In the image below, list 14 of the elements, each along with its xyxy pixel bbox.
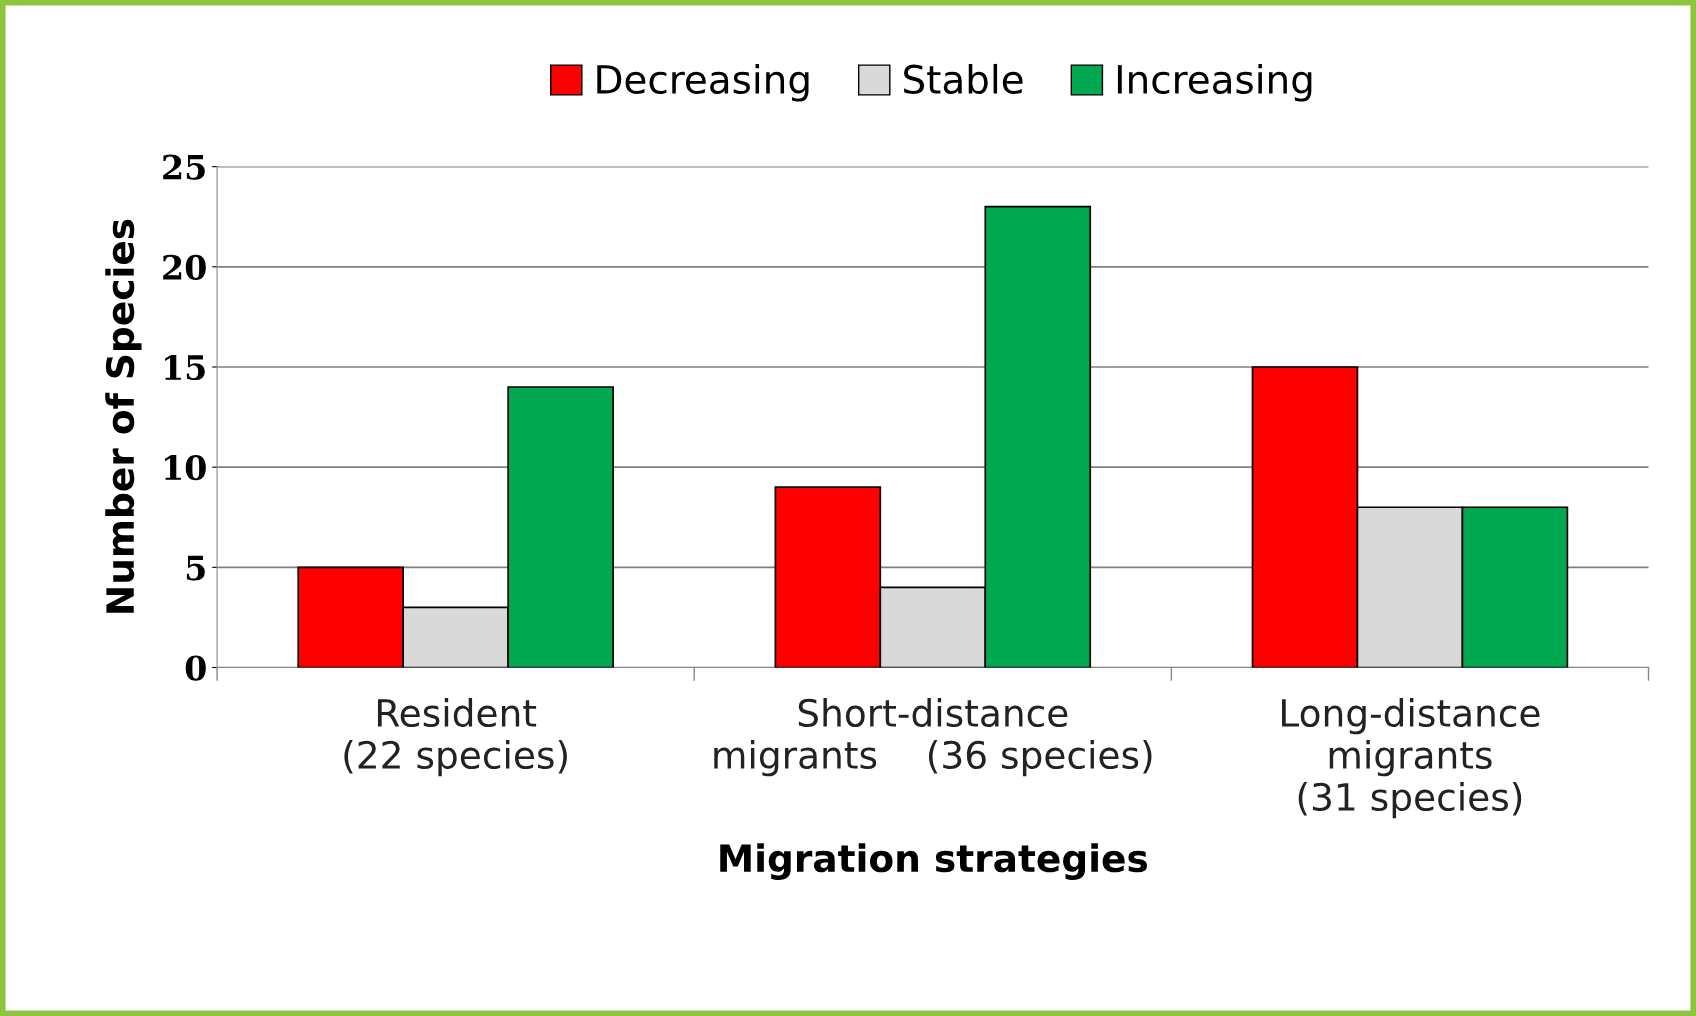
x-tick-label: Short-distance migrants (36 species) [714,698,1152,777]
y-tick-label: 20 [163,254,206,280]
y-tick-label: 0 [185,655,206,681]
legend-label: Stable [904,63,1023,95]
y-tick-label: 5 [186,555,205,581]
legend-label: Increasing [1117,63,1312,102]
x-tick-label: Resident (22 species) [344,698,567,777]
y-tick-label: 15 [165,354,205,381]
y-axis-title: Number of Species [105,219,142,613]
y-tick-label: 25 [163,154,205,180]
x-axis-title: Migration strategies [720,843,1148,880]
y-tick-label: 10 [165,455,206,481]
legend-label: Decreasing [597,63,809,102]
x-tick-label: Long-distance migrants (31 species) [1282,698,1540,819]
